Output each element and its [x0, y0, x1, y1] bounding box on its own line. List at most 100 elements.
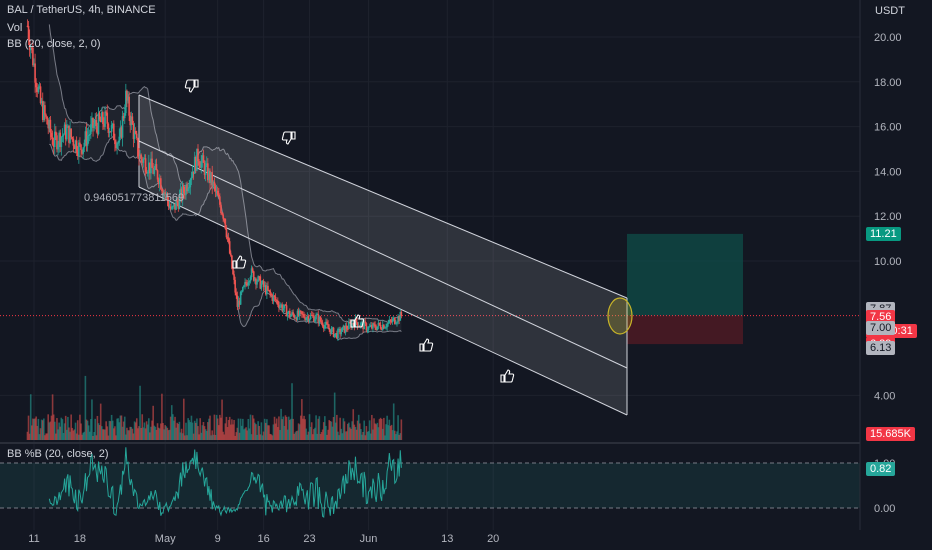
volume-bar	[236, 427, 239, 440]
candle-body	[321, 322, 324, 327]
candle-body	[91, 117, 93, 125]
candle-body	[269, 290, 271, 294]
volume-bar	[302, 418, 304, 440]
candle-body	[266, 285, 268, 295]
volume-bar	[196, 418, 198, 440]
candle-body	[267, 285, 269, 291]
candle-body	[299, 310, 302, 312]
candle-body	[145, 172, 148, 174]
candle-body	[116, 143, 118, 149]
candle-body	[369, 325, 372, 327]
candle-body	[67, 125, 69, 128]
volume-bar	[26, 431, 29, 440]
candle-body	[396, 322, 398, 324]
volume-bar	[363, 420, 365, 440]
candle-body	[84, 131, 87, 143]
price-axis: 20.0018.0016.0014.0012.0010.004.001.000.…	[874, 32, 902, 515]
volume-bar	[70, 414, 72, 440]
volume-bar	[41, 420, 44, 440]
fib-annotation: 0.946051773811569	[84, 192, 185, 204]
candle-body	[153, 168, 156, 174]
candle-body	[306, 316, 309, 318]
volume-bar	[169, 416, 172, 440]
candle-body	[31, 47, 33, 49]
volume-bar	[230, 424, 232, 440]
candle-body	[226, 237, 229, 239]
price-tick-label: 16.00	[874, 122, 902, 134]
candle-body	[108, 131, 111, 133]
candle-body	[177, 202, 180, 209]
volume-bar	[92, 435, 94, 440]
candle-body	[107, 123, 110, 133]
candle-body	[200, 160, 203, 168]
volume-bar	[130, 426, 133, 440]
volume-bar	[239, 418, 242, 440]
candle-body	[390, 320, 393, 323]
candle-body	[39, 86, 42, 104]
volume-bar	[197, 426, 199, 440]
pctb-tick-label: 0.00	[874, 503, 895, 515]
volume-bar	[343, 421, 346, 440]
volume-bar	[330, 421, 333, 440]
vol-legend[interactable]: Vol	[7, 22, 23, 34]
volume-bar	[39, 428, 42, 440]
symbol-title[interactable]: BAL / TetherUS, 4h, BINANCE	[7, 4, 156, 16]
candle-body	[271, 294, 274, 301]
volume-bar	[64, 415, 67, 440]
candle-body	[230, 253, 232, 256]
price-tick-label: 18.00	[874, 77, 902, 89]
volume-bar	[111, 420, 114, 440]
candle-body	[334, 333, 337, 335]
volume-bar	[33, 419, 35, 440]
volume-bar	[374, 423, 376, 440]
volume-bar	[120, 415, 123, 440]
candle-body	[327, 324, 329, 328]
volume-bar	[137, 428, 139, 440]
candle-body	[146, 172, 149, 174]
candle-body	[338, 328, 340, 330]
volume-bar	[355, 429, 358, 440]
candle-body	[187, 188, 189, 192]
volume-bar	[123, 416, 126, 440]
volume-bar	[325, 425, 327, 440]
volume-bar	[350, 428, 352, 440]
candle-body	[234, 279, 236, 293]
candle-body	[279, 305, 281, 308]
candle-body	[294, 317, 297, 319]
bb-legend[interactable]: BB (20, close, 2, 0)	[7, 38, 101, 50]
volume-bar	[275, 418, 278, 440]
candle-body	[189, 180, 192, 188]
candle-body	[215, 190, 218, 192]
pctb-legend[interactable]: BB %B (20, close, 2)	[7, 448, 109, 460]
volume-bar	[231, 419, 233, 440]
volume-bar	[287, 416, 290, 440]
candle-body	[110, 125, 113, 132]
volume-bar	[327, 429, 329, 440]
candle-body	[29, 47, 32, 51]
time-tick-label: May	[155, 533, 176, 545]
price-tag: 15.685K	[866, 427, 915, 441]
volume-bar	[351, 421, 353, 440]
volume-bar	[269, 433, 271, 440]
candle-body	[43, 105, 45, 120]
candle-body	[359, 325, 361, 327]
volume-bar	[310, 422, 313, 440]
candle-body	[216, 190, 219, 196]
candle-body	[240, 291, 243, 293]
volume-bar	[339, 417, 341, 440]
candle-body	[172, 206, 174, 208]
candle-body	[143, 158, 146, 160]
volume-bar	[259, 434, 262, 440]
volume-bar	[61, 419, 64, 440]
candle-body	[326, 321, 328, 325]
candle-body	[81, 149, 83, 154]
volume-bar	[191, 422, 194, 440]
candle-body	[87, 134, 90, 136]
candle-body	[309, 314, 312, 319]
candle-body	[69, 128, 71, 143]
volume-bar	[90, 419, 92, 440]
candle-body	[49, 119, 52, 133]
candle-body	[51, 136, 54, 145]
volume-bar	[377, 427, 380, 440]
candle-body	[392, 317, 395, 320]
